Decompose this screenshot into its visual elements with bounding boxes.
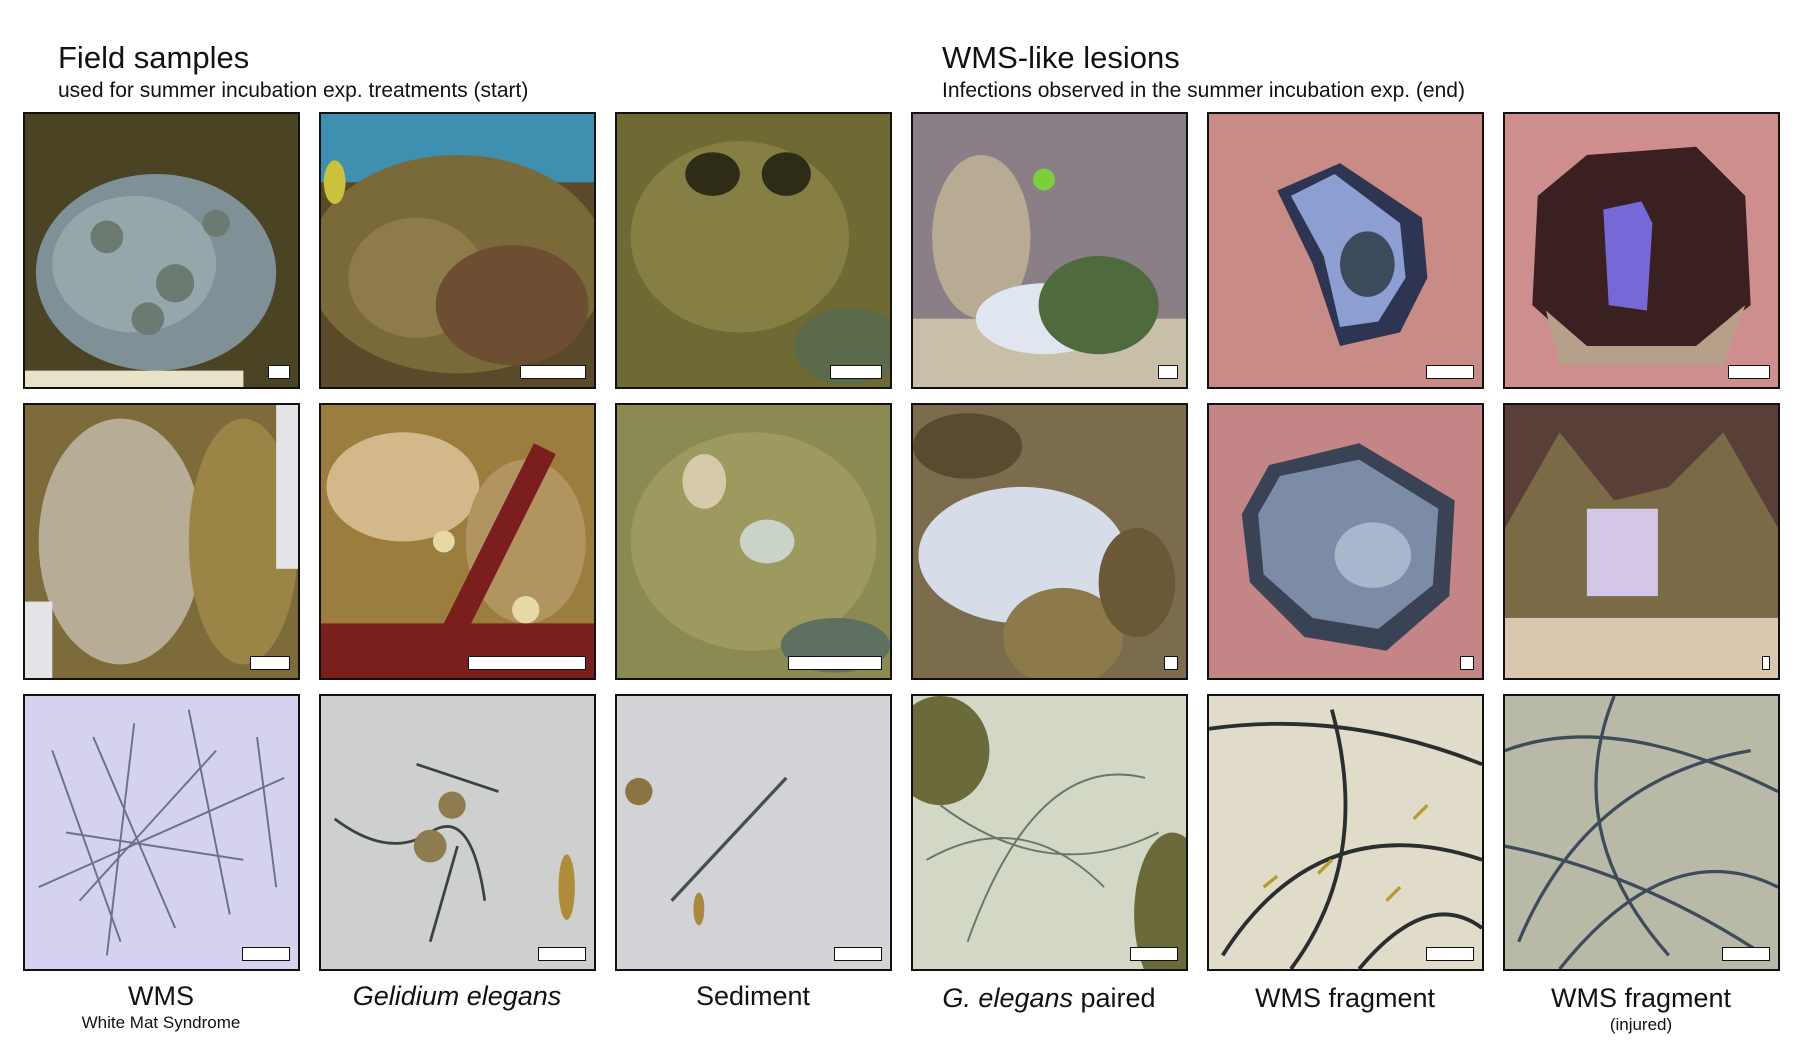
caption-label: WMS fragment (1550, 983, 1732, 1013)
caption-label: WMS fragment (1254, 983, 1436, 1013)
photo-wms-field-colony (23, 112, 300, 389)
photo-wms-fragment-lesion (1207, 112, 1484, 389)
photo-sediment-closeup (615, 403, 892, 680)
scale-bar (1762, 656, 1770, 670)
photo-sediment-field (615, 112, 892, 389)
photo-g-elegans-paired-closeup (911, 403, 1188, 680)
left-heading: Field samples used for summer incubation… (58, 40, 528, 104)
scale-bar (788, 656, 882, 670)
column-caption-wms-fragment: WMS fragment (1195, 982, 1495, 1014)
caption-label-italic: G. elegans (942, 983, 1074, 1013)
photo-wms-fragment-closeup (1207, 403, 1484, 680)
photo-gelidium-field (319, 112, 596, 389)
photo-wms-fragment-injured-closeup (1503, 403, 1780, 680)
left-heading-title: Field samples (58, 40, 250, 75)
column-caption-wms: WMS White Mat Syndrome (11, 980, 311, 1034)
scale-bar (834, 947, 882, 961)
micrograph-wms (23, 694, 300, 971)
scale-bar (468, 656, 586, 670)
micrograph-wms-fragment-injured (1503, 694, 1780, 971)
column-caption-gelidium: Gelidium elegans (307, 980, 607, 1012)
scale-bar (830, 365, 882, 379)
scale-bar (1460, 656, 1474, 670)
caption-sublabel: (injured) (1609, 1015, 1673, 1034)
scale-bar (1164, 656, 1178, 670)
micrograph-gelidium (319, 694, 596, 971)
right-heading: WMS-like lesions Infections observed in … (942, 40, 1465, 104)
scale-bar (520, 365, 586, 379)
scale-bar (1426, 365, 1474, 379)
column-caption-wms-fragment-injured: WMS fragment (injured) (1491, 982, 1791, 1036)
photo-wms-closeup (23, 403, 300, 680)
caption-label: Sediment (695, 981, 811, 1011)
scale-bar (250, 656, 290, 670)
scale-bar (538, 947, 586, 961)
micrograph-wms-fragment (1207, 694, 1484, 971)
caption-label: Gelidium elegans (352, 981, 562, 1011)
scale-bar (242, 947, 290, 961)
left-heading-subtitle: used for summer incubation exp. treatmen… (58, 79, 529, 102)
caption-label-rest: paired (1073, 983, 1156, 1013)
caption-sublabel: White Mat Syndrome (81, 1013, 241, 1032)
caption-label: WMS (128, 981, 194, 1011)
scale-bar (1722, 947, 1770, 961)
caption-label: G. elegans paired (899, 982, 1199, 1014)
micrograph-g-elegans-paired (911, 694, 1188, 971)
photo-g-elegans-paired-tank (911, 112, 1188, 389)
scale-bar (1426, 947, 1474, 961)
scale-bar (1158, 365, 1178, 379)
right-heading-subtitle: Infections observed in the summer incuba… (942, 79, 1465, 102)
right-heading-title: WMS-like lesions (942, 40, 1180, 75)
scale-bar (1728, 365, 1770, 379)
photo-wms-fragment-injured-lesion (1503, 112, 1780, 389)
micrograph-sediment (615, 694, 892, 971)
column-caption-g-elegans-paired: G. elegans paired (899, 982, 1199, 1014)
scale-bar (268, 365, 290, 379)
photo-gelidium-closeup (319, 403, 596, 680)
scale-bar (1130, 947, 1178, 961)
column-caption-sediment: Sediment (603, 980, 903, 1012)
